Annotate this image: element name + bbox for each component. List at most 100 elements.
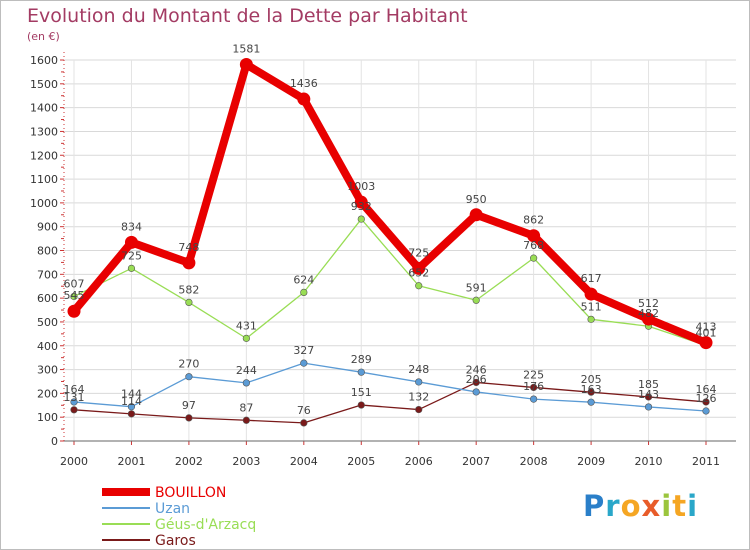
data-label-Uzan: 244 [236,364,257,377]
point-Uzan [472,388,480,396]
y-tick-label: 400 [37,340,58,353]
point-Géus-d'Arzacq [587,315,595,323]
y-tick-label: 1600 [30,54,58,67]
point-Garos [472,378,480,387]
point-Garos [702,398,710,406]
legend-label: Uzan [155,501,190,517]
point-BOUILLON [412,261,426,275]
y-tick-label: 500 [37,316,58,329]
series-line-BOUILLON [70,60,708,347]
y-tick-label: 700 [37,268,58,281]
x-tick-label: 2003 [232,455,260,468]
data-label-Géus-d'Arzacq: 591 [466,281,487,294]
x-tick-label: 2007 [462,455,490,468]
point-Géus-d'Arzacq [300,288,308,297]
data-label-Garos: 185 [638,378,659,391]
point-BOUILLON [642,312,656,326]
point-BOUILLON [699,336,713,350]
data-label-BOUILLON: 512 [638,297,659,310]
data-label-Garos: 225 [523,368,544,381]
point-Garos [415,405,423,414]
data-label-Géus-d'Arzacq: 624 [293,273,314,286]
data-label-Uzan: 164 [64,383,85,396]
y-tick-label: 600 [37,292,58,305]
x-tick-label: 2008 [520,455,548,468]
point-Uzan [357,368,365,376]
proxiti-logo: Proxiti [583,489,699,523]
point-BOUILLON [584,287,598,301]
point-Uzan [587,398,595,406]
data-label-Garos: 246 [466,363,487,376]
chart-title: Evolution du Montant de la Dette par Hab… [27,5,468,27]
axes [60,52,736,445]
point-Garos [587,388,595,396]
y-tick-label: 1400 [30,102,58,115]
data-label-Uzan: 126 [696,392,717,405]
point-BOUILLON [124,235,138,249]
x-tick-label: 2002 [175,455,203,468]
data-label-Uzan: 144 [121,388,142,401]
x-tick-label: 2006 [405,455,433,468]
point-Uzan [127,403,136,411]
point-Géus-d'Arzacq [472,296,480,304]
point-Uzan [242,379,250,387]
data-label-BOUILLON: 834 [121,220,142,233]
point-BOUILLON [354,195,368,209]
data-label-BOUILLON: 413 [696,321,717,334]
series-line-Garos [73,381,707,424]
data-label-Géus-d'Arzacq: 652 [408,267,429,280]
point-BOUILLON [182,256,196,270]
data-label-Garos: 97 [182,399,196,412]
series-line-Uzan [73,362,707,412]
data-label-Uzan: 176 [523,380,544,393]
point-Géus-d'Arzacq [242,334,250,342]
point-Uzan [415,378,423,386]
point-Géus-d'Arzacq [185,298,193,307]
data-label-Uzan: 143 [638,388,659,401]
y-tick-label: 200 [37,387,58,400]
y-tick-label: 1200 [30,149,58,162]
point-Géus-d'Arzacq [70,292,78,301]
point-Garos [357,401,365,409]
data-label-BOUILLON: 617 [581,272,602,285]
point-Géus-d'Arzacq [357,215,365,223]
data-label-Uzan: 289 [351,353,372,366]
x-tick-label: 2010 [635,455,663,468]
data-label-Géus-d'Arzacq: 431 [236,319,257,332]
data-label-Uzan: 248 [408,363,429,376]
point-BOUILLON [239,58,253,72]
data-label-Géus-d'Arzacq: 511 [581,300,602,313]
data-label-Garos: 151 [351,386,372,399]
series-line-Géus-d'Arzacq [73,218,707,347]
data-label-BOUILLON: 748 [178,241,199,254]
legend-label: BOUILLON [155,485,226,501]
data-label-Géus-d'Arzacq: 482 [638,307,659,320]
point-Garos [530,383,538,392]
y-tick-label: 1000 [30,197,58,210]
data-label-Garos: 76 [297,404,311,417]
legend-label: Garos [155,533,196,549]
point-Garos [242,416,250,424]
x-tick-label: 2000 [60,455,88,468]
point-Garos [185,414,193,422]
data-label-Garos: 114 [121,395,142,408]
data-label-Garos: 132 [408,391,429,404]
data-label-BOUILLON: 1003 [347,180,375,193]
point-Uzan [702,407,710,415]
point-Géus-d'Arzacq [530,254,538,262]
point-Garos [127,410,136,418]
data-label-BOUILLON: 545 [64,289,85,302]
y-tick-label: 1500 [30,78,58,91]
y-tick-label: 100 [37,411,58,424]
data-label-Garos: 164 [696,383,717,396]
x-tick-label: 2004 [290,455,318,468]
data-label-Géus-d'Arzacq: 607 [64,277,85,290]
x-tick-label: 2001 [117,455,145,468]
y-ticks: 0 100 200 300 400 500 600 700 800 900 1000 1100 1200… [30,54,58,448]
point-Uzan [300,359,308,367]
data-label-Géus-d'Arzacq: 768 [523,239,544,252]
point-BOUILLON [469,208,483,222]
x-tick-label: 2009 [577,455,605,468]
